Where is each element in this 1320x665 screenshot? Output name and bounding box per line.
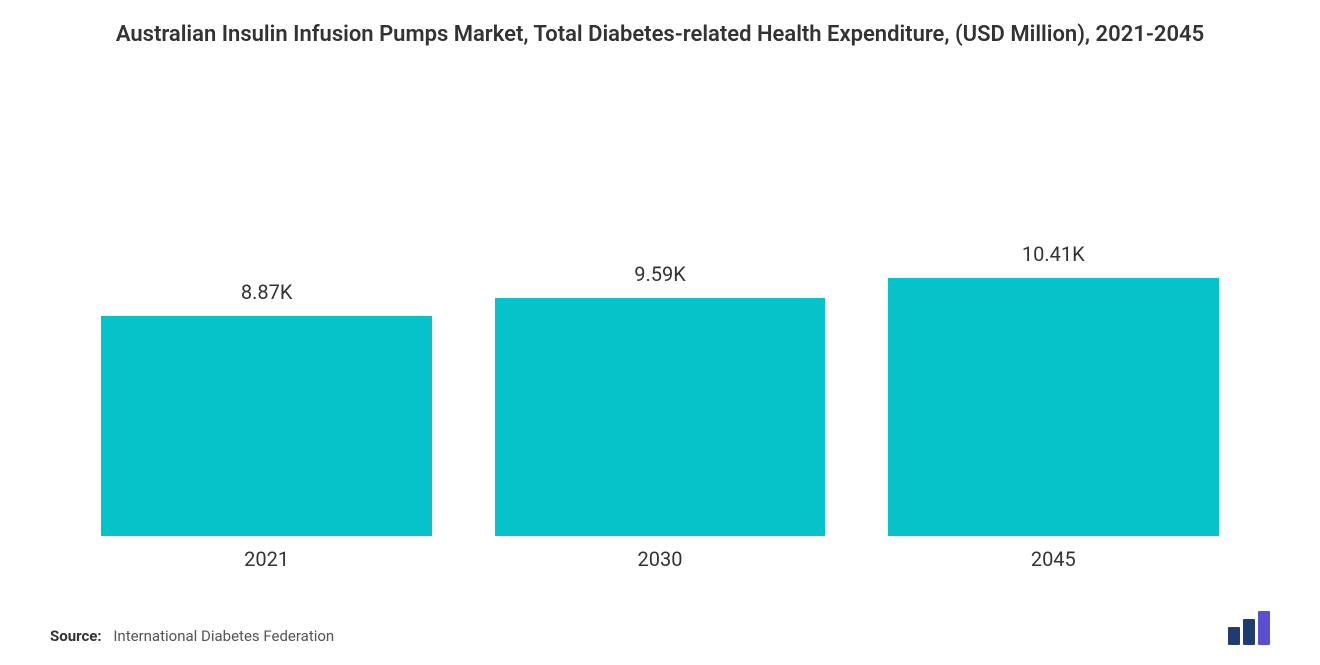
category-axis: 2021 2030 2045 [40,537,1280,571]
chart-title: Australian Insulin Infusion Pumps Market… [40,20,1280,51]
logo-bar-0 [1228,627,1240,645]
logo-bar-1 [1243,619,1255,645]
source-text: International Diabetes Federation [113,627,334,645]
plot-area: 8.87K 9.59K 10.41K [40,61,1280,537]
brand-logo-icon [1228,611,1270,645]
bar-value-label-1: 9.59K [634,262,686,286]
bar-value-label-0: 8.87K [241,280,293,304]
bar-group-2: 10.41K [888,242,1218,536]
category-label-1: 2030 [495,547,825,571]
logo-bar-2 [1258,611,1270,645]
bar-group-0: 8.87K [101,280,431,536]
bar-2 [888,278,1218,536]
footer: Source: International Diabetes Federatio… [40,571,1280,665]
category-label-2: 2045 [888,547,1218,571]
bar-0 [101,316,431,536]
category-label-0: 2021 [101,547,431,571]
bar-value-label-2: 10.41K [1022,242,1085,266]
chart-container: Australian Insulin Infusion Pumps Market… [0,0,1320,665]
source-line: Source: International Diabetes Federatio… [50,627,334,645]
source-label: Source: [50,627,102,645]
bar-group-1: 9.59K [495,262,825,536]
bar-1 [495,298,825,536]
